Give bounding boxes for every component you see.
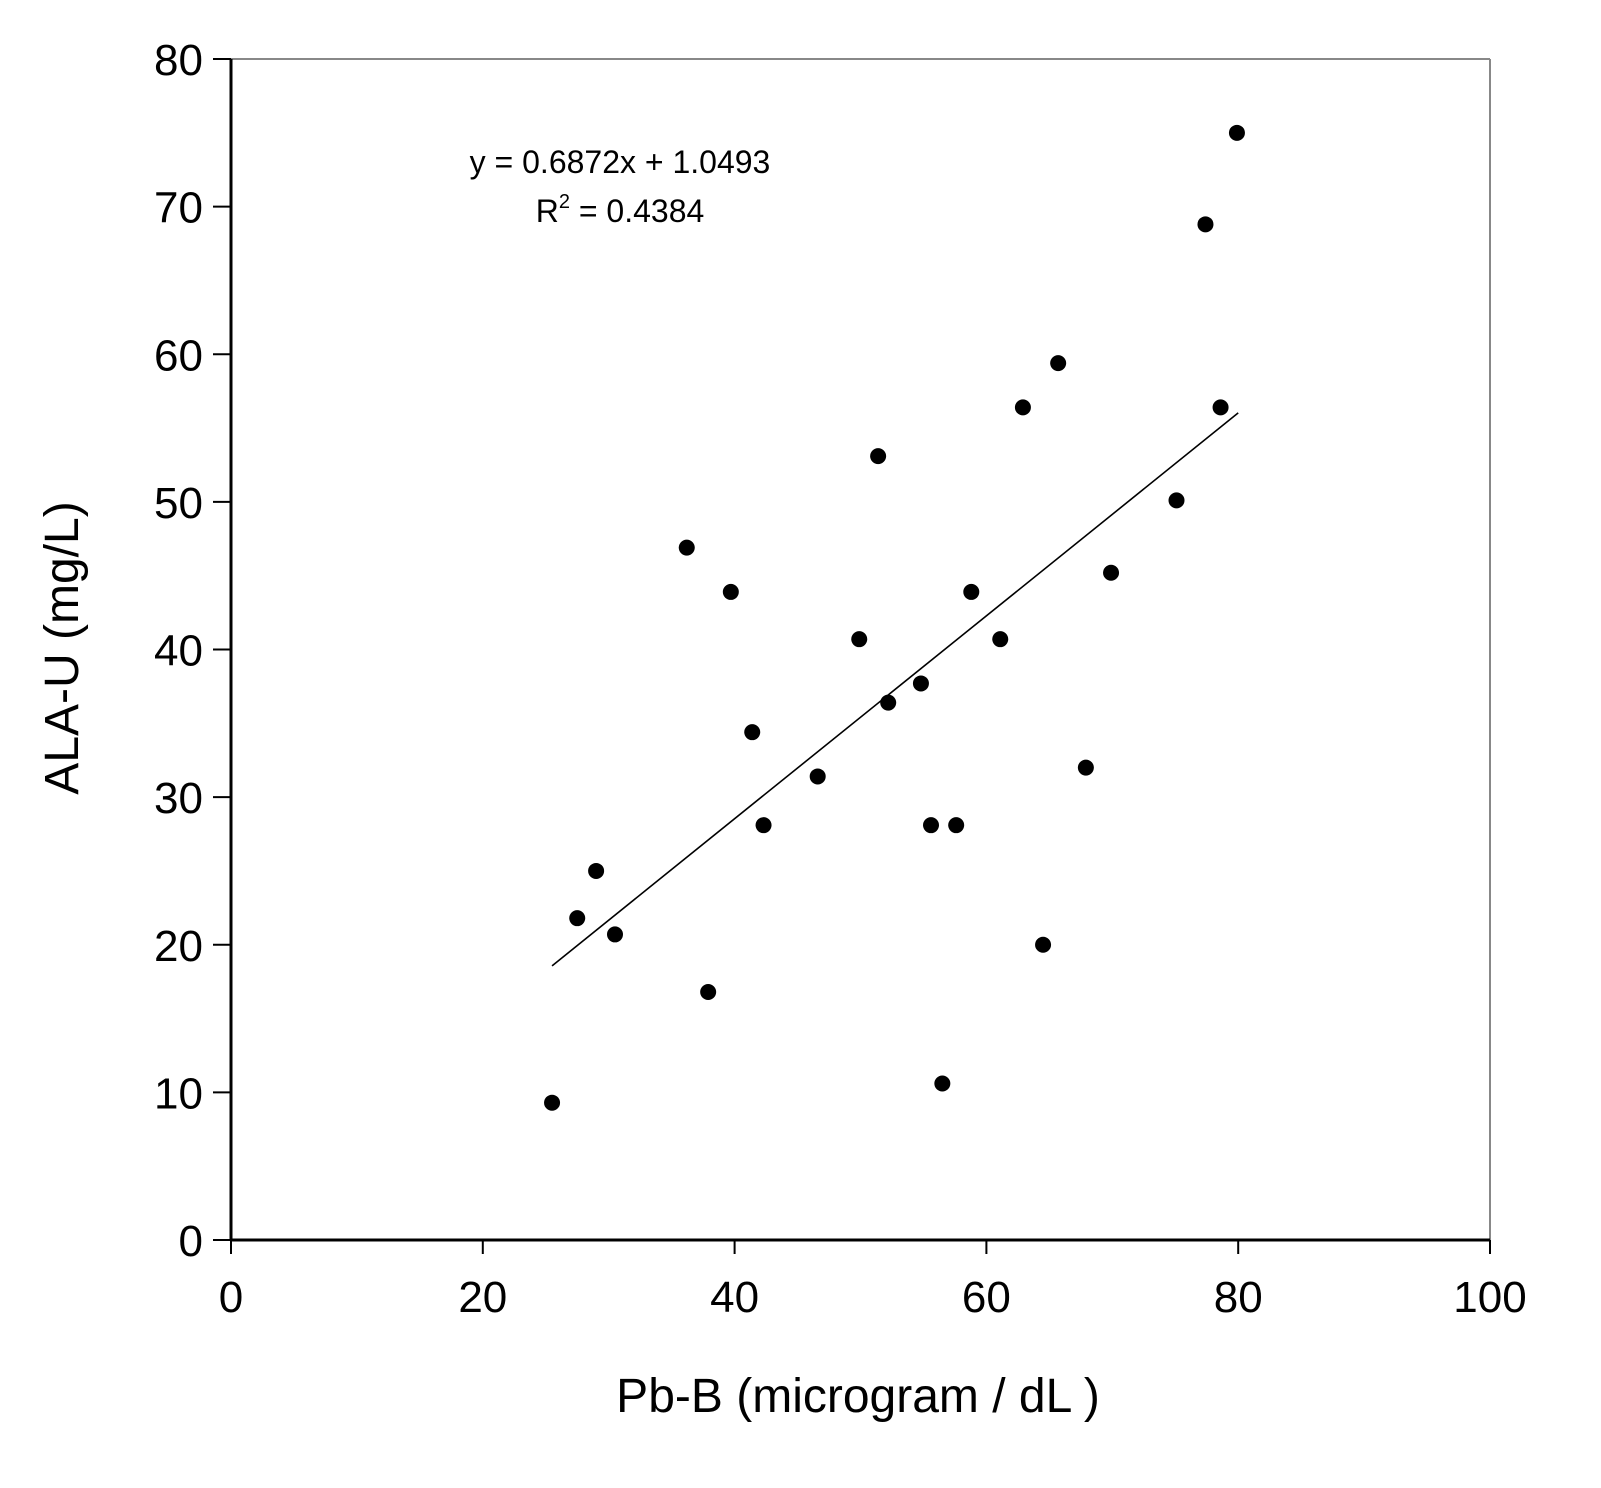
x-tick-label: 20 bbox=[458, 1273, 507, 1322]
x-tick-label: 100 bbox=[1453, 1273, 1526, 1322]
y-tick-label: 40 bbox=[154, 627, 203, 676]
data-point bbox=[606, 926, 623, 943]
data-point bbox=[934, 1075, 951, 1092]
data-point bbox=[700, 983, 717, 1000]
data-point bbox=[1050, 355, 1067, 372]
data-point bbox=[870, 448, 887, 465]
data-point bbox=[1212, 399, 1229, 416]
data-point bbox=[880, 694, 897, 711]
data-point bbox=[755, 817, 772, 834]
y-tick-label: 0 bbox=[179, 1217, 203, 1266]
data-point bbox=[1197, 216, 1214, 233]
data-point bbox=[588, 862, 605, 879]
trendline-group bbox=[551, 412, 1239, 967]
y-tick-label: 20 bbox=[154, 922, 203, 971]
y-tick-label: 70 bbox=[154, 184, 203, 233]
data-point bbox=[1077, 759, 1094, 776]
r-squared-exponent: 2 bbox=[559, 191, 570, 213]
trendline-annotation: y = 0.6872x + 1.0493 R2 = 0.4384 bbox=[470, 144, 771, 229]
data-point bbox=[809, 768, 826, 785]
r-squared-label: R2 = 0.4384 bbox=[536, 191, 705, 229]
data-point bbox=[1228, 124, 1245, 141]
data-point bbox=[923, 817, 940, 834]
data-point bbox=[912, 675, 929, 692]
r-squared-prefix: R bbox=[536, 193, 559, 229]
data-points bbox=[544, 124, 1245, 1111]
data-point bbox=[992, 631, 1009, 648]
data-point bbox=[851, 631, 868, 648]
x-tick-label: 0 bbox=[219, 1273, 243, 1322]
data-point bbox=[1168, 492, 1185, 509]
axes: 0 20 40 60 80 100 0 10 20 30 40 50 60 70 80 bbox=[154, 36, 1527, 1322]
y-axis-title: ALA-U (mg/L) bbox=[36, 501, 89, 794]
r-squared-value: = 0.4384 bbox=[570, 193, 704, 229]
x-tick-label: 60 bbox=[962, 1273, 1011, 1322]
data-point bbox=[744, 724, 761, 741]
data-point bbox=[1014, 399, 1031, 416]
data-point bbox=[948, 817, 965, 834]
y-tick-label: 50 bbox=[154, 479, 203, 528]
data-point bbox=[544, 1094, 561, 1111]
data-point bbox=[678, 539, 695, 556]
y-tick-label: 80 bbox=[154, 36, 203, 85]
trendline-equation: y = 0.6872x + 1.0493 bbox=[470, 144, 771, 180]
data-point bbox=[722, 583, 739, 600]
trendline bbox=[551, 412, 1239, 967]
y-tick-label: 10 bbox=[154, 1069, 203, 1118]
y-tick-label: 60 bbox=[154, 331, 203, 380]
data-point bbox=[569, 910, 586, 927]
x-tick-label: 80 bbox=[1214, 1273, 1263, 1322]
data-point bbox=[1103, 564, 1120, 581]
data-point bbox=[1035, 936, 1052, 953]
y-tick-label: 30 bbox=[154, 774, 203, 823]
data-point bbox=[963, 583, 980, 600]
x-axis-title: Pb-B (microgram / dL ) bbox=[616, 1370, 1100, 1423]
x-tick-label: 40 bbox=[710, 1273, 759, 1322]
